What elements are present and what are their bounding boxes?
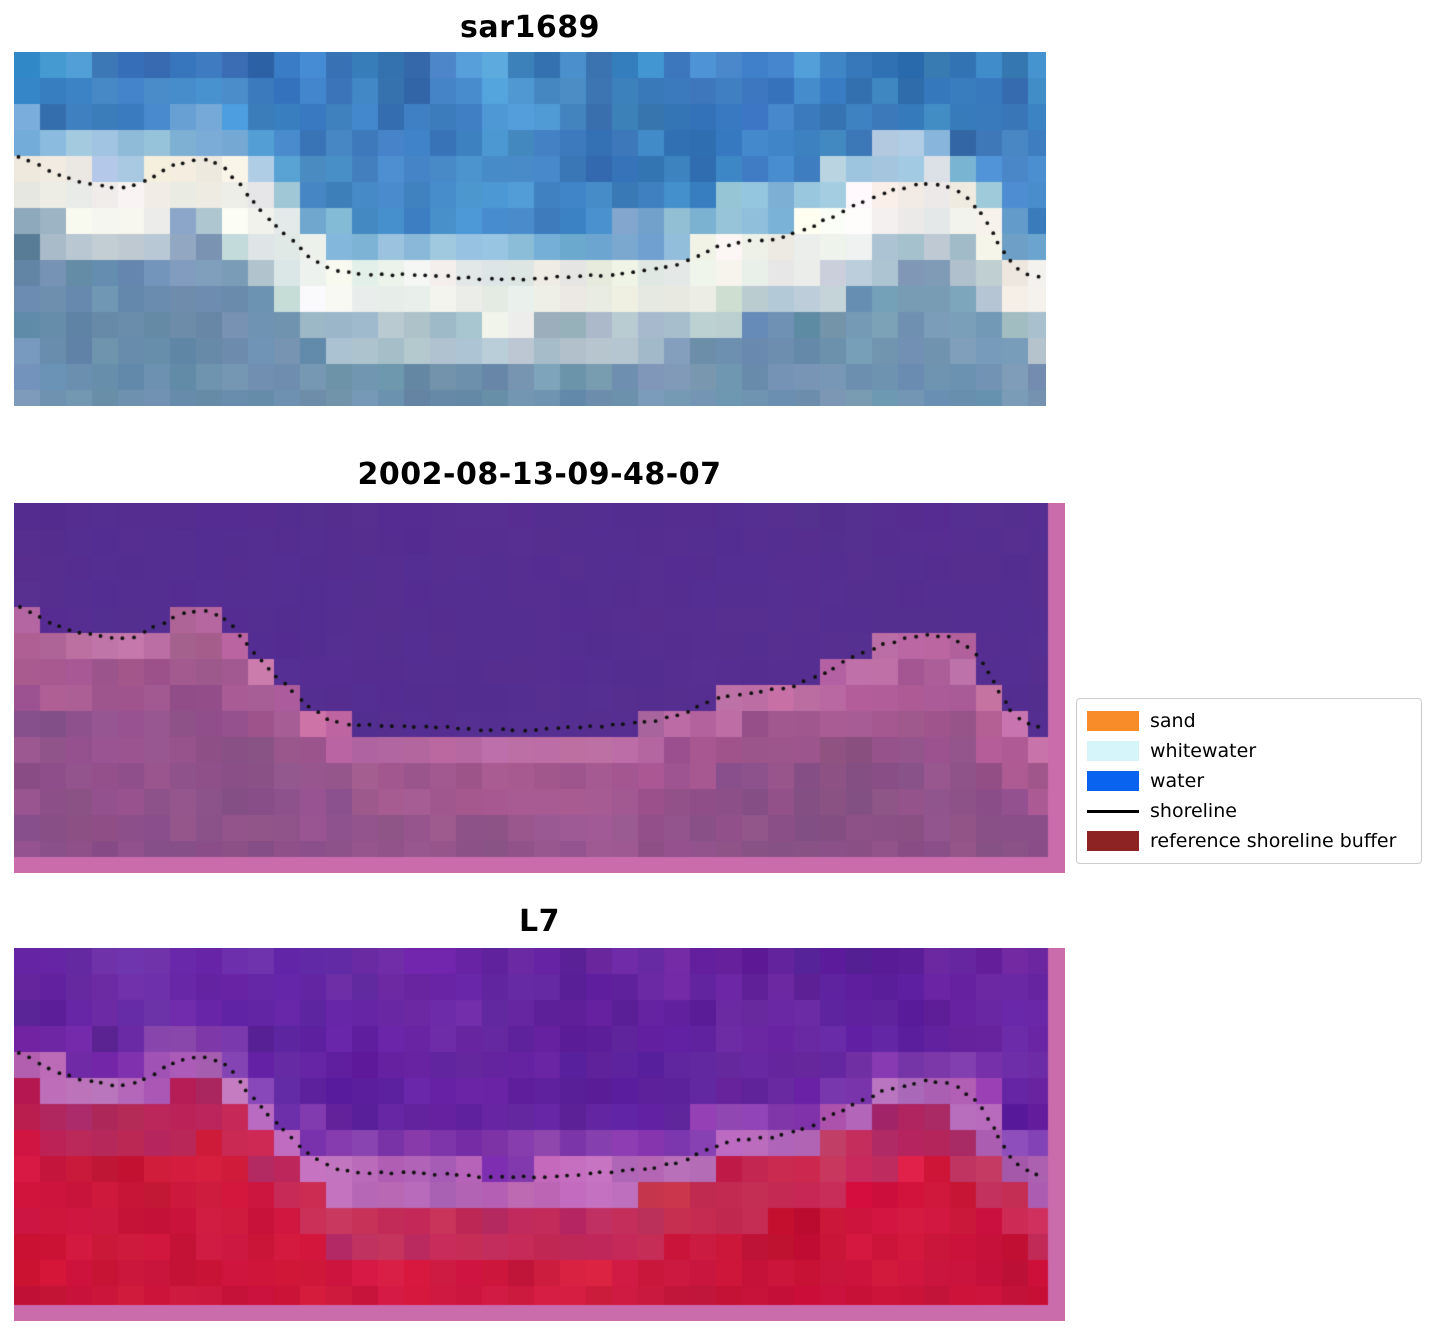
legend: sand whitewater water shoreline referenc… <box>1076 698 1422 864</box>
panel-title-classified: 2002-08-13-09-48-07 <box>357 457 722 492</box>
legend-item-whitewater: whitewater <box>1087 736 1411 766</box>
legend-item-reference-buffer: reference shoreline buffer <box>1087 826 1411 856</box>
shoreline-line-swatch <box>1087 809 1139 813</box>
legend-label-sand: sand <box>1150 710 1196 732</box>
water-swatch <box>1087 771 1139 791</box>
whitewater-swatch <box>1087 741 1139 761</box>
panel-title-l7: L7 <box>519 904 560 939</box>
legend-label-reference-buffer: reference shoreline buffer <box>1150 830 1397 852</box>
legend-item-water: water <box>1087 766 1411 796</box>
reference-buffer-swatch <box>1087 831 1139 851</box>
classified-image <box>14 503 1065 873</box>
legend-label-shoreline: shoreline <box>1150 800 1237 822</box>
l7-image <box>14 948 1065 1321</box>
legend-item-shoreline: shoreline <box>1087 796 1411 826</box>
legend-item-sand: sand <box>1087 706 1411 736</box>
sar-image <box>14 52 1046 406</box>
sand-swatch <box>1087 711 1139 731</box>
panel-title-sar: sar1689 <box>460 10 600 45</box>
legend-label-water: water <box>1150 770 1205 792</box>
legend-label-whitewater: whitewater <box>1150 740 1257 762</box>
